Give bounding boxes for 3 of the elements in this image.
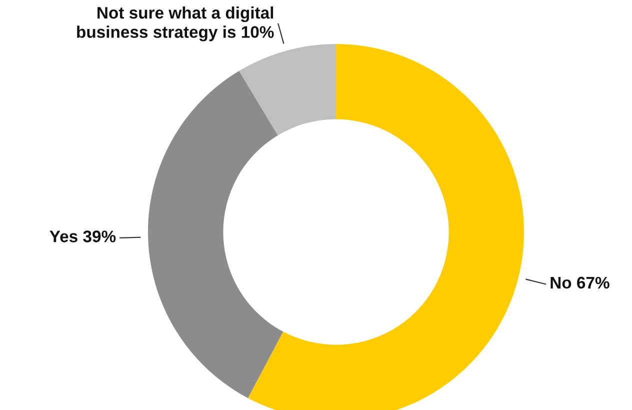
slice-label: Not sure what a digital business strategy is 10%	[77, 6, 274, 42]
slice-label: Yes 39%	[50, 230, 116, 242]
slice-label: No 67%	[550, 276, 610, 289]
